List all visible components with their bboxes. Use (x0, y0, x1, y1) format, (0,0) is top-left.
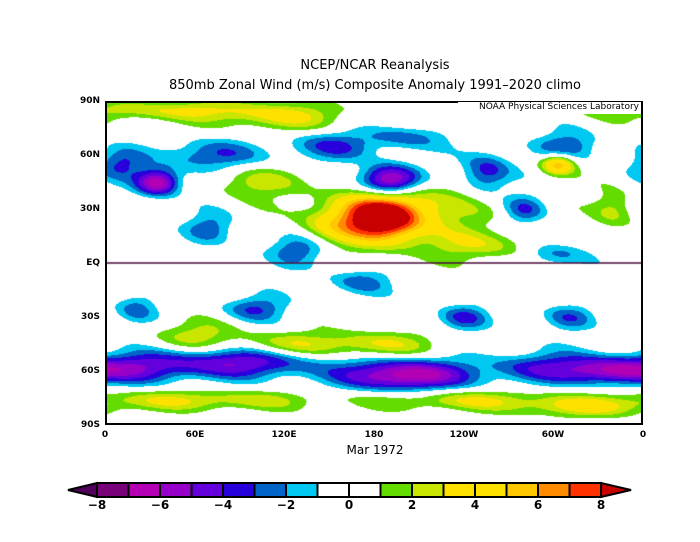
colorbar-label: 2 (407, 498, 417, 512)
x-tick-label: 0 (639, 430, 647, 440)
colorbar-under-arrow (67, 481, 98, 499)
colorbar-label: −2 (276, 498, 296, 512)
anomaly-field-map (105, 101, 643, 425)
colorbar-swatch (348, 482, 382, 498)
colorbar-over-arrow (600, 481, 632, 499)
x-tick-label: 120W (449, 430, 479, 440)
colorbar-swatch (568, 482, 602, 498)
colorbar-swatch (411, 482, 445, 498)
x-tick-label: 60E (185, 430, 205, 440)
colorbar-swatch (96, 482, 130, 498)
colorbar-label: 6 (533, 498, 543, 512)
colorbar-swatch (316, 482, 350, 498)
x-tick-label: 120E (271, 430, 297, 440)
colorbar-swatch (474, 482, 508, 498)
y-tick-label: 30S (80, 312, 100, 322)
y-tick-label: 60N (79, 150, 100, 160)
y-tick-label: 30N (79, 204, 100, 214)
y-tick-label: 90S (80, 420, 100, 430)
title-line-1: NCEP/NCAR Reanalysis (300, 58, 450, 73)
y-tick-label: EQ (86, 258, 100, 268)
colorbar-swatch (442, 482, 476, 498)
colorbar-swatch (285, 482, 319, 498)
colorbar-label: −8 (87, 498, 107, 512)
colorbar-swatch (505, 482, 539, 498)
colorbar-label: 0 (344, 498, 354, 512)
colorbar-swatch (159, 482, 193, 498)
map-frame (105, 101, 643, 425)
y-tick-label: 60S (80, 366, 100, 376)
colorbar-label: 8 (596, 498, 606, 512)
x-tick-label: 60W (541, 430, 565, 440)
colorbar-swatch (127, 482, 161, 498)
x-tick-label: 180 (364, 430, 384, 440)
watermark: NOAA Physical Sciences Laboratory (458, 102, 641, 114)
colorbar-swatch (379, 482, 413, 498)
colorbar-swatch (222, 482, 256, 498)
colorbar-swatch (253, 482, 287, 498)
colorbar-label: −4 (213, 498, 233, 512)
x-tick-label: 0 (101, 430, 109, 440)
colorbar-label: 4 (470, 498, 480, 512)
colorbar-label: −6 (150, 498, 170, 512)
y-tick-label: 90N (79, 96, 100, 106)
date-label: Mar 1972 (346, 443, 404, 457)
colorbar-swatch (190, 482, 224, 498)
colorbar-swatch (537, 482, 571, 498)
title-line-2: 850mb Zonal Wind (m/s) Composite Anomaly… (168, 78, 582, 93)
